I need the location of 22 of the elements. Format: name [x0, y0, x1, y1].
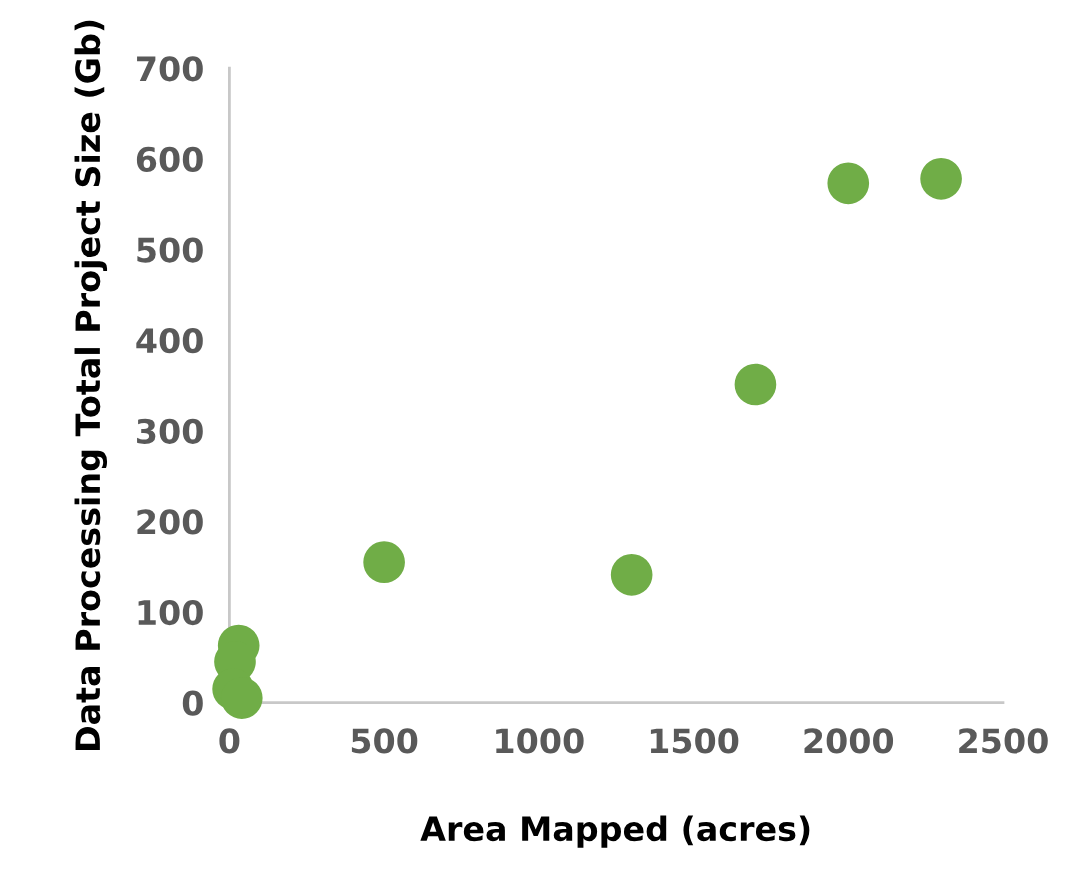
x-tick-label: 2500: [959, 728, 1048, 754]
x-axis-title: Area Mapped (acres): [420, 815, 810, 848]
y-tick-label: 700: [137, 56, 203, 82]
y-tick-label: 500: [137, 237, 203, 263]
x-tick-label: 500: [351, 728, 418, 754]
y-axis-title: Data Processing Total Project Size (Gb): [74, 20, 108, 750]
x-tick-label: 0: [219, 728, 240, 754]
point: [827, 162, 870, 205]
y-tick-label: 200: [137, 509, 203, 535]
x-tick-label: 1000: [496, 728, 584, 754]
y-tick-label: 600: [136, 146, 203, 173]
y-tick-label: 400: [136, 328, 203, 354]
y-tick-label: 300: [137, 418, 203, 444]
x-tick-label: 2000: [804, 728, 894, 754]
point: [610, 554, 653, 596]
point: [220, 677, 263, 719]
y-tick-label: 0: [182, 690, 203, 716]
y-tick-label: 100: [138, 599, 203, 626]
point: [734, 363, 777, 406]
x-tick-label: 1500: [650, 728, 739, 754]
point: [920, 157, 962, 200]
point: [363, 541, 405, 583]
